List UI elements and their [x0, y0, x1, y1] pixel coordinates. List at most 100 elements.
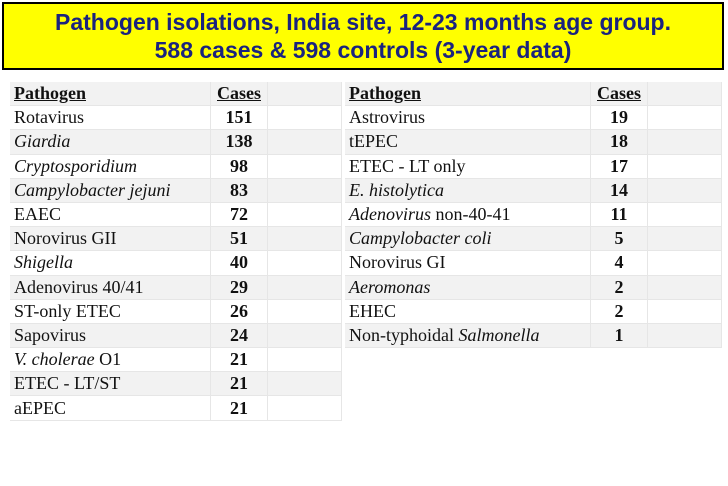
empty-cell [648, 154, 722, 179]
cases-count-cell: 4 [591, 251, 648, 276]
empty-cell [268, 372, 342, 397]
empty-cell [648, 202, 722, 228]
slide-title: Pathogen isolations, India site, 12-23 m… [2, 2, 724, 70]
table-header-row: Pathogen Cases [10, 82, 342, 107]
cases-count-cell: 40 [211, 251, 268, 276]
pathogen-name-pre: ETEC - LT only [349, 155, 466, 176]
table-row: EAEC 72 [10, 202, 342, 228]
empty-cell [268, 130, 342, 155]
pathogen-name-ital: Cryptosporidium [14, 155, 138, 176]
empty-cell [648, 275, 722, 300]
table-row: ETEC - LT/ST 21 [10, 372, 342, 397]
table-row: V. cholerae O1 21 [10, 348, 342, 373]
table-row: Shigella 40 [10, 251, 342, 276]
pathogen-name-cell: Adenovirus 40/41 [10, 275, 211, 300]
table-row: ST-only ETEC 26 [10, 299, 342, 324]
pathogen-name-cell: aEPEC [10, 396, 211, 421]
pathogen-name-ital: Salmonella [458, 324, 540, 345]
pathogen-name-pre: Rotavirus [14, 107, 84, 128]
pathogen-name-ital: Adenovirus [349, 204, 431, 225]
empty-cell [268, 251, 342, 276]
pathogen-name-ital: V. cholerae [14, 349, 95, 370]
empty-cell [648, 323, 722, 349]
cases-count-cell: 72 [211, 202, 268, 228]
pathogen-name-cell: ETEC - LT only [345, 154, 591, 179]
pathogen-name-pre: ETEC - LT/ST [14, 373, 121, 394]
pathogen-name-ital: Campylobacter coli [349, 228, 492, 249]
cases-count-cell: 5 [591, 227, 648, 252]
pathogen-name-ital: Giardia [14, 131, 71, 152]
pathogen-name-post: O1 [94, 349, 122, 370]
cases-count-cell: 19 [591, 106, 648, 131]
cases-count-cell: 11 [591, 202, 648, 228]
pathogen-name-cell: Giardia [10, 130, 211, 155]
empty-column-header [648, 82, 722, 107]
cases-count-cell: 17 [591, 154, 648, 179]
table-row: Campylobacter coli 5 [345, 227, 722, 252]
pathogen-name-cell: Shigella [10, 251, 211, 276]
pathogen-name-pre: Sapovirus [14, 324, 86, 345]
table-row: aEPEC 21 [10, 396, 342, 421]
pathogen-name-pre: Adenovirus 40/41 [14, 276, 144, 297]
empty-cell [268, 275, 342, 300]
empty-cell [648, 227, 722, 252]
empty-cell [268, 154, 342, 179]
empty-cell [268, 106, 342, 131]
empty-cell [648, 251, 722, 276]
pathogen-name-pre: ST-only ETEC [14, 300, 121, 321]
pathogen-table-left: Pathogen Cases Rotavirus 151 Giardia 138 Cry… [10, 82, 342, 421]
table-row: Astrovirus 19 [345, 106, 722, 131]
cases-count-cell: 21 [211, 396, 268, 421]
cases-column-header: Cases [211, 82, 268, 107]
pathogen-column-header: Pathogen [345, 82, 591, 107]
title-line-1: Pathogen isolations, India site, 12-23 m… [55, 9, 671, 35]
table-row: ETEC - LT only 17 [345, 154, 722, 179]
pathogen-name-pre: EHEC [349, 300, 396, 321]
pathogen-name-pre: tEPEC [349, 131, 399, 152]
title-line-2: 588 cases & 598 controls (3-year data) [154, 37, 572, 63]
pathogen-name-cell: Rotavirus [10, 106, 211, 131]
empty-cell [268, 396, 342, 421]
table-row: Campylobacter jejuni 83 [10, 178, 342, 203]
pathogen-name-cell: EHEC [345, 299, 591, 324]
pathogen-name-cell: EAEC [10, 202, 211, 228]
table-row: EHEC 2 [345, 299, 722, 324]
pathogen-name-pre: aEPEC [14, 397, 66, 418]
pathogen-name-cell: Campylobacter coli [345, 227, 591, 252]
pathogen-name-cell: tEPEC [345, 130, 591, 155]
empty-cell [268, 299, 342, 324]
empty-cell [648, 178, 722, 203]
cases-count-cell: 138 [211, 130, 268, 155]
table-row: Giardia 138 [10, 130, 342, 155]
pathogen-name-ital: Campylobacter jejuni [14, 179, 171, 200]
pathogen-name-cell: Cryptosporidium [10, 154, 211, 179]
pathogen-name-cell: Norovirus GII [10, 227, 211, 252]
pathogen-name-pre: Astrovirus [349, 107, 425, 128]
cases-count-cell: 29 [211, 275, 268, 300]
pathogen-table-right: Pathogen Cases Astrovirus 19 tEPEC 18 ETEC -… [345, 82, 722, 349]
empty-cell [268, 178, 342, 203]
pathogen-name-cell: Aeromonas [345, 275, 591, 300]
table-row: E. histolytica 14 [345, 178, 722, 203]
cases-count-cell: 21 [211, 372, 268, 397]
pathogen-column-header: Pathogen [10, 82, 211, 107]
pathogen-name-ital: E. histolytica [349, 179, 444, 200]
table-row: Non-typhoidal Salmonella 1 [345, 323, 722, 349]
pathogen-name-cell: Non-typhoidal Salmonella [345, 323, 591, 349]
table-header-row: Pathogen Cases [345, 82, 722, 107]
cases-column-header: Cases [591, 82, 648, 107]
pathogen-name-cell: Campylobacter jejuni [10, 178, 211, 203]
cases-count-cell: 2 [591, 275, 648, 300]
table-row: Rotavirus 151 [10, 106, 342, 131]
cases-count-cell: 26 [211, 299, 268, 324]
table-row: Adenovirus 40/41 29 [10, 275, 342, 300]
table-row: Cryptosporidium 98 [10, 154, 342, 179]
cases-count-cell: 98 [211, 154, 268, 179]
empty-cell [648, 130, 722, 155]
empty-cell [268, 323, 342, 349]
table-row: Aeromonas 2 [345, 275, 722, 300]
cases-count-cell: 151 [211, 106, 268, 131]
cases-count-cell: 51 [211, 227, 268, 252]
pathogen-name-pre: EAEC [14, 204, 61, 225]
empty-cell [648, 299, 722, 324]
